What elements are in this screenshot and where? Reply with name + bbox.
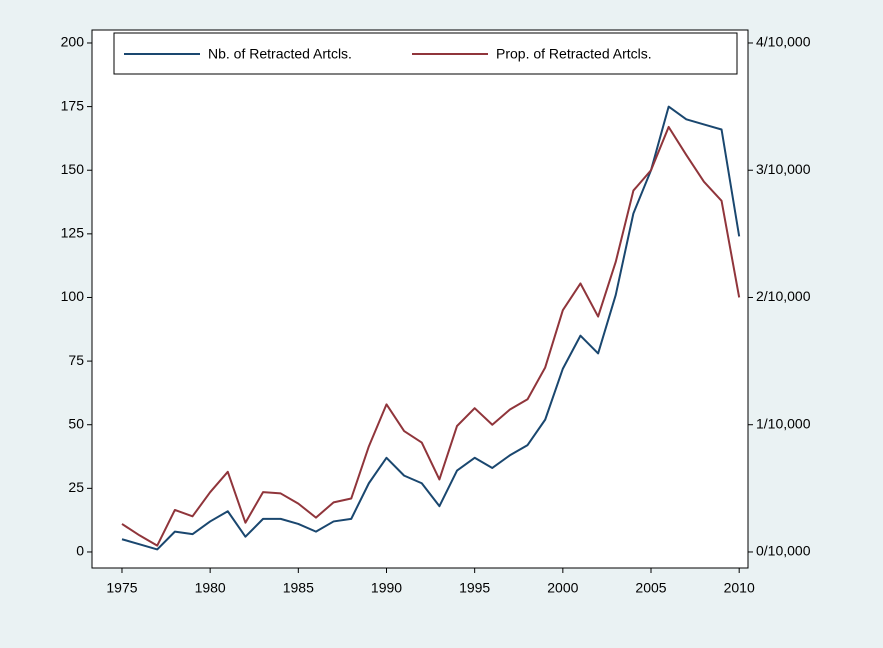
x-tick-label: 1980 (195, 580, 226, 596)
series-line (121, 125, 741, 547)
y2-tick-label: 3/10,000 (756, 161, 811, 177)
legend-label: Prop. of Retracted Artcls. (496, 46, 652, 62)
x-tick-label: 2005 (635, 580, 666, 596)
y-tick-label: 125 (61, 225, 85, 241)
x-tick-label: 1995 (459, 580, 490, 596)
y2-tick-label: 2/10,000 (756, 288, 811, 304)
legend-label: Nb. of Retracted Artcls. (208, 46, 352, 62)
x-tick-label: 1985 (283, 580, 314, 596)
y-tick-label: 175 (61, 97, 85, 113)
x-tick-label: 1990 (371, 580, 402, 596)
y2-tick-label: 0/10,000 (756, 543, 811, 559)
y-tick-label: 150 (61, 161, 85, 177)
y-tick-label: 0 (76, 543, 84, 559)
y2-tick-label: 4/10,000 (756, 34, 811, 50)
y2-tick-label: 1/10,000 (756, 415, 811, 431)
y-tick-label: 200 (61, 34, 85, 50)
y-tick-label: 50 (68, 415, 84, 431)
y-tick-label: 25 (68, 479, 84, 495)
series-line (121, 105, 741, 551)
x-tick-label: 1975 (106, 580, 137, 596)
plot-area (91, 29, 749, 569)
y-tick-label: 75 (68, 352, 84, 368)
x-tick-label: 2010 (724, 580, 755, 596)
y-tick-label: 100 (61, 288, 85, 304)
x-tick-label: 2000 (547, 580, 578, 596)
